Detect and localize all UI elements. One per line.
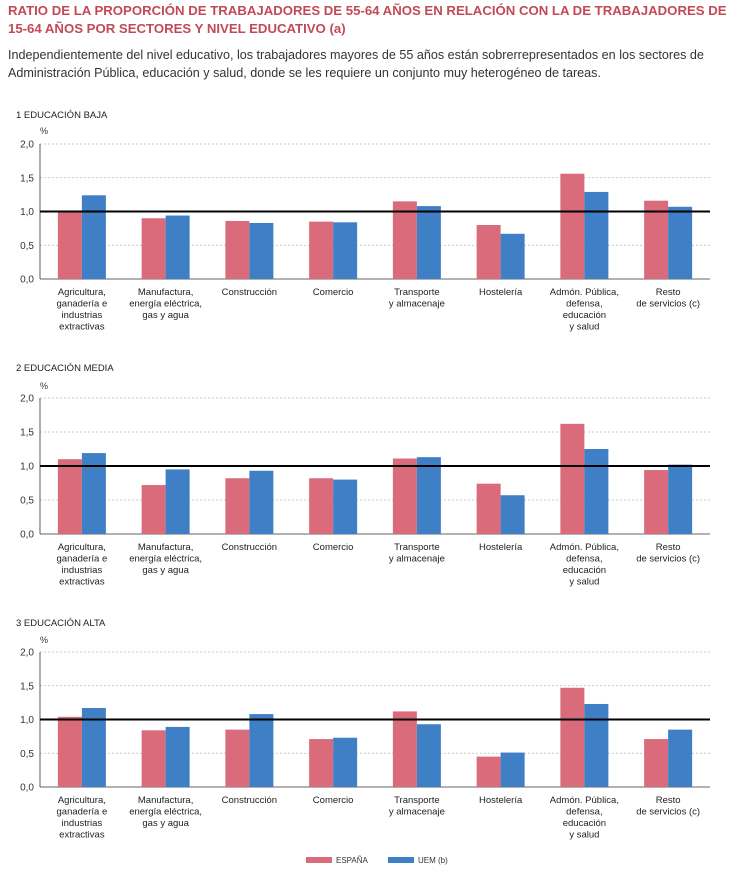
legend-label-espana: ESPAÑA [336,856,369,865]
bar-uem [165,469,190,534]
bar-espana [141,730,166,787]
y-tick-label: 2,0 [20,394,34,405]
bar-uem [81,708,106,787]
bar-uem [584,703,609,787]
panel-title: 2 EDUCACIÓN MEDIA [16,363,114,374]
x-category-label: Comercio [313,795,354,806]
y-tick-label: 1,0 [20,207,34,218]
bar-espana [644,200,669,279]
bar-uem [333,222,358,279]
x-category-label: Agricultura, ganadería e industrias extract… [57,287,108,333]
bar-uem [500,233,525,279]
x-category-label: Resto de servicios (c) [636,287,700,310]
bar-espana [141,485,166,534]
bar-uem [81,195,106,279]
bar-uem [165,726,190,787]
bar-uem [416,724,441,787]
bar-espana [560,687,585,787]
bar-espana [57,211,82,279]
x-category-label: Resto de servicios (c) [636,795,700,818]
x-category-label: Comercio [313,542,354,553]
bar-uem [416,206,441,279]
y-unit-label: % [40,381,48,391]
bar-espana [57,459,82,534]
legend-swatch-espana [306,857,332,863]
bar-uem [333,479,358,534]
x-category-label: Resto de servicios (c) [636,542,700,565]
bar-uem [500,495,525,534]
y-tick-label: 0,5 [20,749,34,760]
panel-title: 1 EDUCACIÓN BAJA [16,110,108,121]
bar-espana [392,201,417,279]
bar-uem [668,729,693,787]
chart-title: RATIO DE LA PROPORCIÓN DE TRABAJADORES D… [8,3,727,36]
legend-swatch-uem [388,857,414,863]
bar-uem [500,752,525,787]
x-category-label: Manufactura, energía eléctrica, gas y agua [129,287,202,321]
x-category-label: Manufactura, energía eléctrica, gas y agua [129,795,202,829]
y-unit-label: % [40,126,48,136]
bar-espana [476,756,501,787]
x-category-label: Construcción [222,287,277,298]
bar-espana [644,739,669,787]
bar-uem [668,464,693,534]
bar-uem [333,737,358,787]
x-category-label: Admón. Pública, defensa, educación y salud [550,795,619,841]
y-tick-label: 1,5 [20,681,34,692]
bar-espana [57,716,82,787]
bar-uem [249,470,274,534]
bar-espana [644,470,669,534]
chart-subtitle: Independientemente del nivel educativo, … [8,48,704,80]
bar-espana [225,220,250,279]
x-category-label: Agricultura, ganadería e industrias extract… [57,795,108,841]
bar-espana [141,218,166,279]
bar-uem [249,222,274,279]
bar-espana [476,483,501,534]
x-category-label: Hostelería [479,287,523,298]
y-tick-label: 0,0 [20,530,34,541]
bar-uem [249,714,274,787]
y-tick-label: 0,5 [20,241,34,252]
bar-uem [416,457,441,534]
x-category-label: Admón. Pública, defensa, educación y salud [550,542,619,588]
bar-uem [668,206,693,279]
y-tick-label: 1,0 [20,462,34,473]
y-tick-label: 2,0 [20,648,34,659]
x-category-label: Hostelería [479,542,523,553]
bar-espana [476,225,501,279]
x-category-label: Comercio [313,287,354,298]
x-category-label: Construcción [222,795,277,806]
y-tick-label: 0,0 [20,275,34,286]
y-tick-label: 1,5 [20,173,34,184]
bar-uem [165,215,190,279]
x-category-label: Transporte y almacenaje [389,795,445,818]
bar-espana [392,711,417,787]
legend-label-uem: UEM (b) [418,856,448,865]
panel-title: 3 EDUCACIÓN ALTA [16,618,106,629]
x-category-label: Hostelería [479,795,523,806]
bar-uem [584,449,609,534]
bar-espana [309,478,334,534]
bar-uem [584,191,609,279]
bar-espana [560,423,585,534]
x-category-label: Transporte y almacenaje [389,287,445,310]
bar-espana [560,173,585,279]
y-tick-label: 0,5 [20,496,34,507]
bar-espana [309,739,334,787]
x-category-label: Admón. Pública, defensa, educación y salud [550,287,619,333]
y-tick-label: 0,0 [20,783,34,794]
x-category-label: Construcción [222,542,277,553]
y-tick-label: 2,0 [20,140,34,151]
bar-espana [392,458,417,534]
bar-espana [225,729,250,787]
y-tick-label: 1,5 [20,428,34,439]
x-category-label: Manufactura, energía eléctrica, gas y agua [129,542,202,576]
bar-espana [309,221,334,279]
x-category-label: Agricultura, ganadería e industrias extract… [57,542,108,588]
bar-espana [225,478,250,534]
x-category-label: Transporte y almacenaje [389,542,445,565]
y-tick-label: 1,0 [20,715,34,726]
y-unit-label: % [40,635,48,645]
